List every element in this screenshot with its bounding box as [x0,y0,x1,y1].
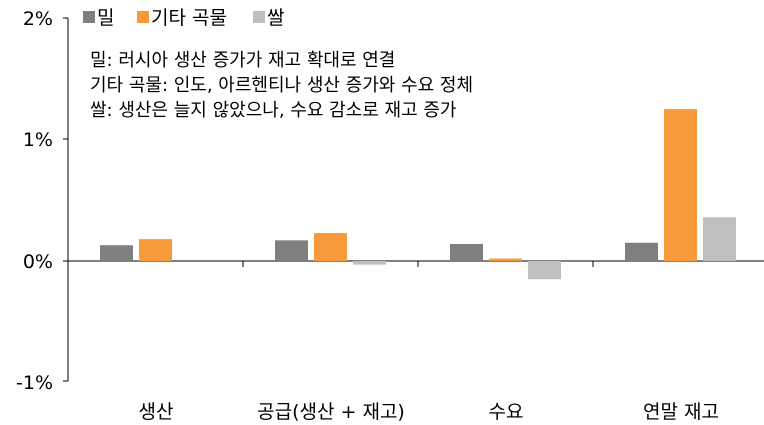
y-tick-label-0: 0% [23,251,53,273]
bars-group [100,109,736,280]
bar-wheat-0 [100,245,133,261]
bar-other-grains-3 [664,109,697,261]
bar-other-grains-0 [139,239,172,261]
category-label-supply: 공급(생산 + 재고) [257,401,405,423]
bar-wheat-3 [625,242,658,261]
legend-label-wheat: 밀 [97,7,114,29]
y-tick-label-2: 2% [23,8,53,30]
bar-wheat-2 [450,243,483,261]
y-tick-label-neg1: -1% [16,372,53,394]
legend-swatch-rice [253,11,265,23]
y-tick-label-1: 1% [23,129,53,151]
annotation-block: 밀: 러시아 생산 증가가 재고 확대로 연결 기타 곡물: 인도, 아르헨티나… [90,50,473,121]
category-label-production: 생산 [139,401,174,423]
category-label-demand: 수요 [489,401,524,423]
bar-rice-1 [353,261,386,265]
bar-other-grains-2 [489,258,522,261]
legend-label-other-grains: 기타 곡물 [151,7,227,29]
legend-label-rice: 쌀 [267,7,284,29]
legend-swatch-wheat [83,11,95,23]
bar-wheat-1 [275,240,308,261]
bar-rice-3 [703,217,736,261]
legend: 밀 기타 곡물 쌀 [83,7,284,29]
annotation-other-grains: 기타 곡물: 인도, 아르헨티나 생산 증가와 수요 정체 [90,75,473,96]
annotation-rice: 쌀: 생산은 늘지 않았으나, 수요 감소로 재고 증가 [90,100,456,121]
category-label-ending-stock: 연말 재고 [643,401,719,423]
bar-rice-2 [528,261,561,280]
legend-swatch-other-grains [137,11,149,23]
bar-other-grains-1 [314,233,347,261]
annotation-wheat: 밀: 러시아 생산 증가가 재고 확대로 연결 [90,50,395,71]
